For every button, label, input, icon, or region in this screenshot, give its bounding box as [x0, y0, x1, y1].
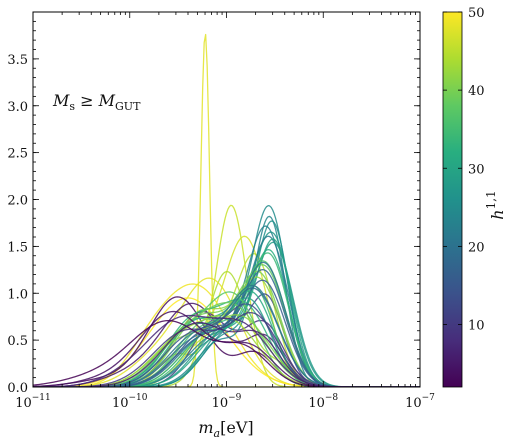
series-line: [33, 284, 420, 387]
y-tick-label: 3.0: [7, 100, 28, 115]
x-axis-title-unit: [eV]: [220, 418, 254, 437]
curve-layer: [33, 33, 420, 387]
x-tick-label: 10−8: [308, 393, 338, 411]
colorbar-tick-label: 10: [468, 319, 485, 334]
colorbar-label-h: h: [488, 209, 507, 219]
series-line: [33, 33, 420, 387]
series-line: [33, 270, 420, 387]
y-tick-label: 3.5: [7, 53, 28, 68]
colorbar-label-sup: 1,1: [484, 190, 498, 209]
series-line: [33, 215, 420, 387]
series-line: [33, 204, 420, 387]
x-tick-label: 10−9: [212, 393, 242, 411]
series-line: [33, 302, 420, 387]
y-tick-label: 2.5: [7, 147, 28, 162]
colorbar: [442, 11, 463, 388]
colorbar-tick-label: 20: [468, 240, 485, 255]
x-tick-label: 10−10: [112, 393, 148, 411]
annotation: Ms ≥ MGUT: [52, 91, 141, 113]
annotation-sub-s: s: [69, 100, 75, 113]
series-line: [33, 322, 420, 387]
colorbar-tick-label: 50: [468, 6, 485, 21]
series-line: [33, 296, 420, 387]
x-tick-label: 10−11: [15, 393, 51, 411]
series-line: [33, 277, 420, 387]
y-tick-label: 1.5: [7, 240, 28, 255]
series-line: [33, 319, 420, 387]
colorbar-tick-label: 30: [468, 162, 485, 177]
x-axis-ticks: 10−11 10−10 10−9 10−8 10−7: [15, 12, 435, 411]
x-axis-title-sub: a: [214, 427, 221, 440]
y-tick-label: 1.0: [7, 287, 28, 302]
y-axis-ticks: 0.0 0.5 1.0 1.5 2.0 2.5 3.0 3.5: [7, 20, 420, 396]
annotation-m-s: M: [52, 91, 70, 110]
y-tick-label: 0.0: [7, 381, 28, 396]
x-tick-label: 10−7: [405, 393, 435, 411]
series-line: [33, 270, 420, 387]
colorbar-label: h1,1: [484, 190, 507, 219]
annotation-ge-m: ≥ M: [75, 91, 116, 110]
annotation-sub-gut: GUT: [115, 100, 141, 113]
y-tick-label: 2.0: [7, 194, 28, 209]
x-axis-title: ma[eV]: [198, 418, 253, 440]
y-tick-label: 0.5: [7, 334, 28, 349]
colorbar-tick-label: 40: [468, 84, 485, 99]
series-line: [33, 290, 420, 387]
series-line: [33, 220, 420, 387]
series-line: [33, 253, 420, 387]
series-line: [33, 205, 420, 387]
x-axis-title-m: m: [198, 418, 213, 437]
colorbar-ticks: 10 20 30 40 50: [443, 6, 485, 334]
